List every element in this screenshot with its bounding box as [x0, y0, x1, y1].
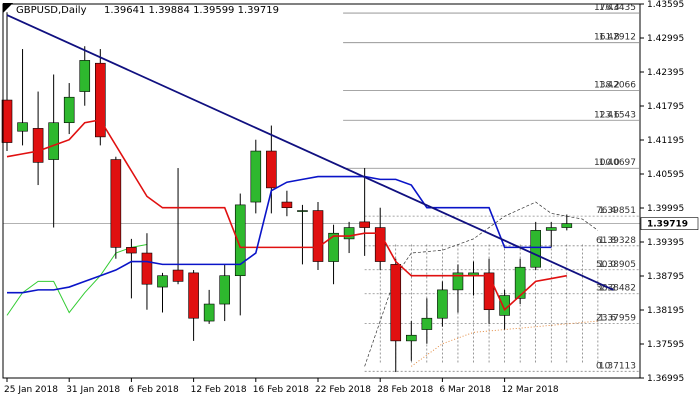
candle-body: [452, 272, 464, 291]
x-tick-label: 6 Feb 2018: [128, 385, 179, 395]
ohlc-readout: 1.39641 1.39884 1.39599 1.39719: [104, 5, 279, 16]
x-tick-label: 25 Jan 2018: [4, 385, 58, 395]
fib-price-label: 1.39328: [599, 236, 636, 246]
candle-body: [545, 227, 557, 231]
fib-price-label: 1.37113: [599, 361, 636, 371]
candle-body: [437, 289, 448, 319]
fib-ratio-label: 50.0: [596, 260, 616, 270]
y-tick-label: 1.43595: [647, 0, 684, 10]
candle-body: [266, 150, 277, 189]
x-tick-label: 12 Feb 2018: [191, 385, 247, 395]
fib-price-label: 1.38905: [599, 260, 636, 270]
candle-body: [32, 128, 44, 163]
fib-price-label: 1.42912: [599, 33, 636, 43]
fib-price-label: 1.39851: [599, 206, 636, 216]
candle-body: [110, 159, 122, 248]
candle-body: [343, 227, 355, 240]
fibonacci-levels: 0.01.37113 23.61.37959 38.21.38482 50.01.38…: [343, 3, 639, 372]
blue-moving-average: [7, 175, 552, 294]
candle-body: [328, 232, 339, 262]
candle-body: [483, 272, 495, 311]
y-tick-label: 1.38795: [647, 272, 684, 282]
x-tick-label: 22 Feb 2018: [315, 385, 371, 395]
fib-ratio-label: 38.2: [596, 284, 616, 294]
fib-ratio-label: 61.8: [596, 236, 616, 246]
chart-corner-icon: [3, 3, 13, 13]
fib-price-label: 1.37959: [599, 313, 636, 323]
red-moving-average: [6, 118, 567, 312]
last-price-label: 1.39719: [647, 220, 688, 230]
fib-ratio-label: 161.8: [594, 33, 620, 43]
candle-body: [421, 317, 433, 330]
fib-price-label: 1.42066: [599, 81, 636, 91]
y-tick-label: 1.41195: [647, 136, 684, 146]
y-tick-label: 1.38195: [647, 306, 684, 316]
candle-body: [126, 247, 137, 254]
x-tick-label: 12 Mar 2018: [502, 385, 559, 395]
candle-body: [374, 227, 386, 262]
x-tick-label: 31 Jan 2018: [66, 385, 120, 395]
fib-price-label: 1.41543: [599, 110, 636, 120]
y-tick-label: 1.36995: [647, 374, 684, 384]
fib-ratio-label: 138.2: [594, 81, 620, 91]
candle-body: [561, 223, 573, 228]
candle-body: [297, 210, 308, 212]
y-tick-label: 1.42395: [647, 68, 684, 78]
candle-body: [250, 150, 262, 203]
dashed-envelope: [364, 201, 599, 367]
y-tick-label: 1.40595: [647, 170, 684, 180]
x-tick-label: 16 Feb 2018: [253, 385, 309, 395]
candle-body: [281, 201, 293, 209]
symbol-label: GBPUSD,Daily: [16, 5, 87, 16]
candle-body: [188, 272, 199, 319]
candle-body: [405, 334, 417, 342]
indicator-lines: [6, 14, 614, 312]
fib-ratio-label: 123.6: [594, 110, 620, 120]
candle-body: [530, 230, 542, 268]
x-tick-label: 6 Mar 2018: [439, 385, 491, 395]
candle-body: [141, 252, 153, 285]
candle-body: [95, 62, 106, 138]
last-price-marker: [640, 217, 699, 230]
fib-ratio-label: 176.4: [594, 3, 620, 13]
y-tick-label: 1.41795: [647, 102, 684, 112]
candle-body: [172, 269, 184, 282]
fib-ratio-label: 76.4: [596, 206, 616, 216]
candle-body: [203, 303, 215, 322]
candle-body: [48, 122, 59, 160]
candle-body: [157, 275, 168, 288]
fib-price-label: 1.40697: [599, 158, 636, 168]
fib-ratio-label: 100.0: [594, 158, 620, 168]
candle-body: [79, 60, 91, 92]
candle-body: [1, 99, 13, 143]
candle-body: [219, 275, 230, 305]
downtrend-line: [6, 14, 614, 291]
y-tick-label: 1.37595: [647, 340, 684, 350]
candlesticks: [1, 12, 573, 373]
candle-body: [234, 204, 246, 277]
candle-body: [63, 96, 75, 124]
plot-frame: [2, 3, 641, 379]
lagging-line: [6, 244, 148, 316]
candle-body: [359, 221, 370, 228]
candle-body: [312, 210, 324, 262]
y-tick-label: 1.39995: [647, 204, 684, 214]
y-tick-label: 1.42995: [647, 34, 684, 44]
fib-ratio-label: 0.0: [596, 361, 611, 371]
fib-price-label: 1.38482: [599, 284, 636, 294]
candle-body: [17, 122, 28, 132]
fib-ratio-label: 23.6: [596, 313, 616, 323]
y-tick-label: 1.39395: [647, 238, 684, 248]
x-tick-label: 28 Feb 2018: [377, 385, 433, 395]
fib-price-label: 1.43435: [599, 3, 636, 13]
candle-body: [514, 266, 526, 299]
candle-body: [390, 264, 402, 342]
